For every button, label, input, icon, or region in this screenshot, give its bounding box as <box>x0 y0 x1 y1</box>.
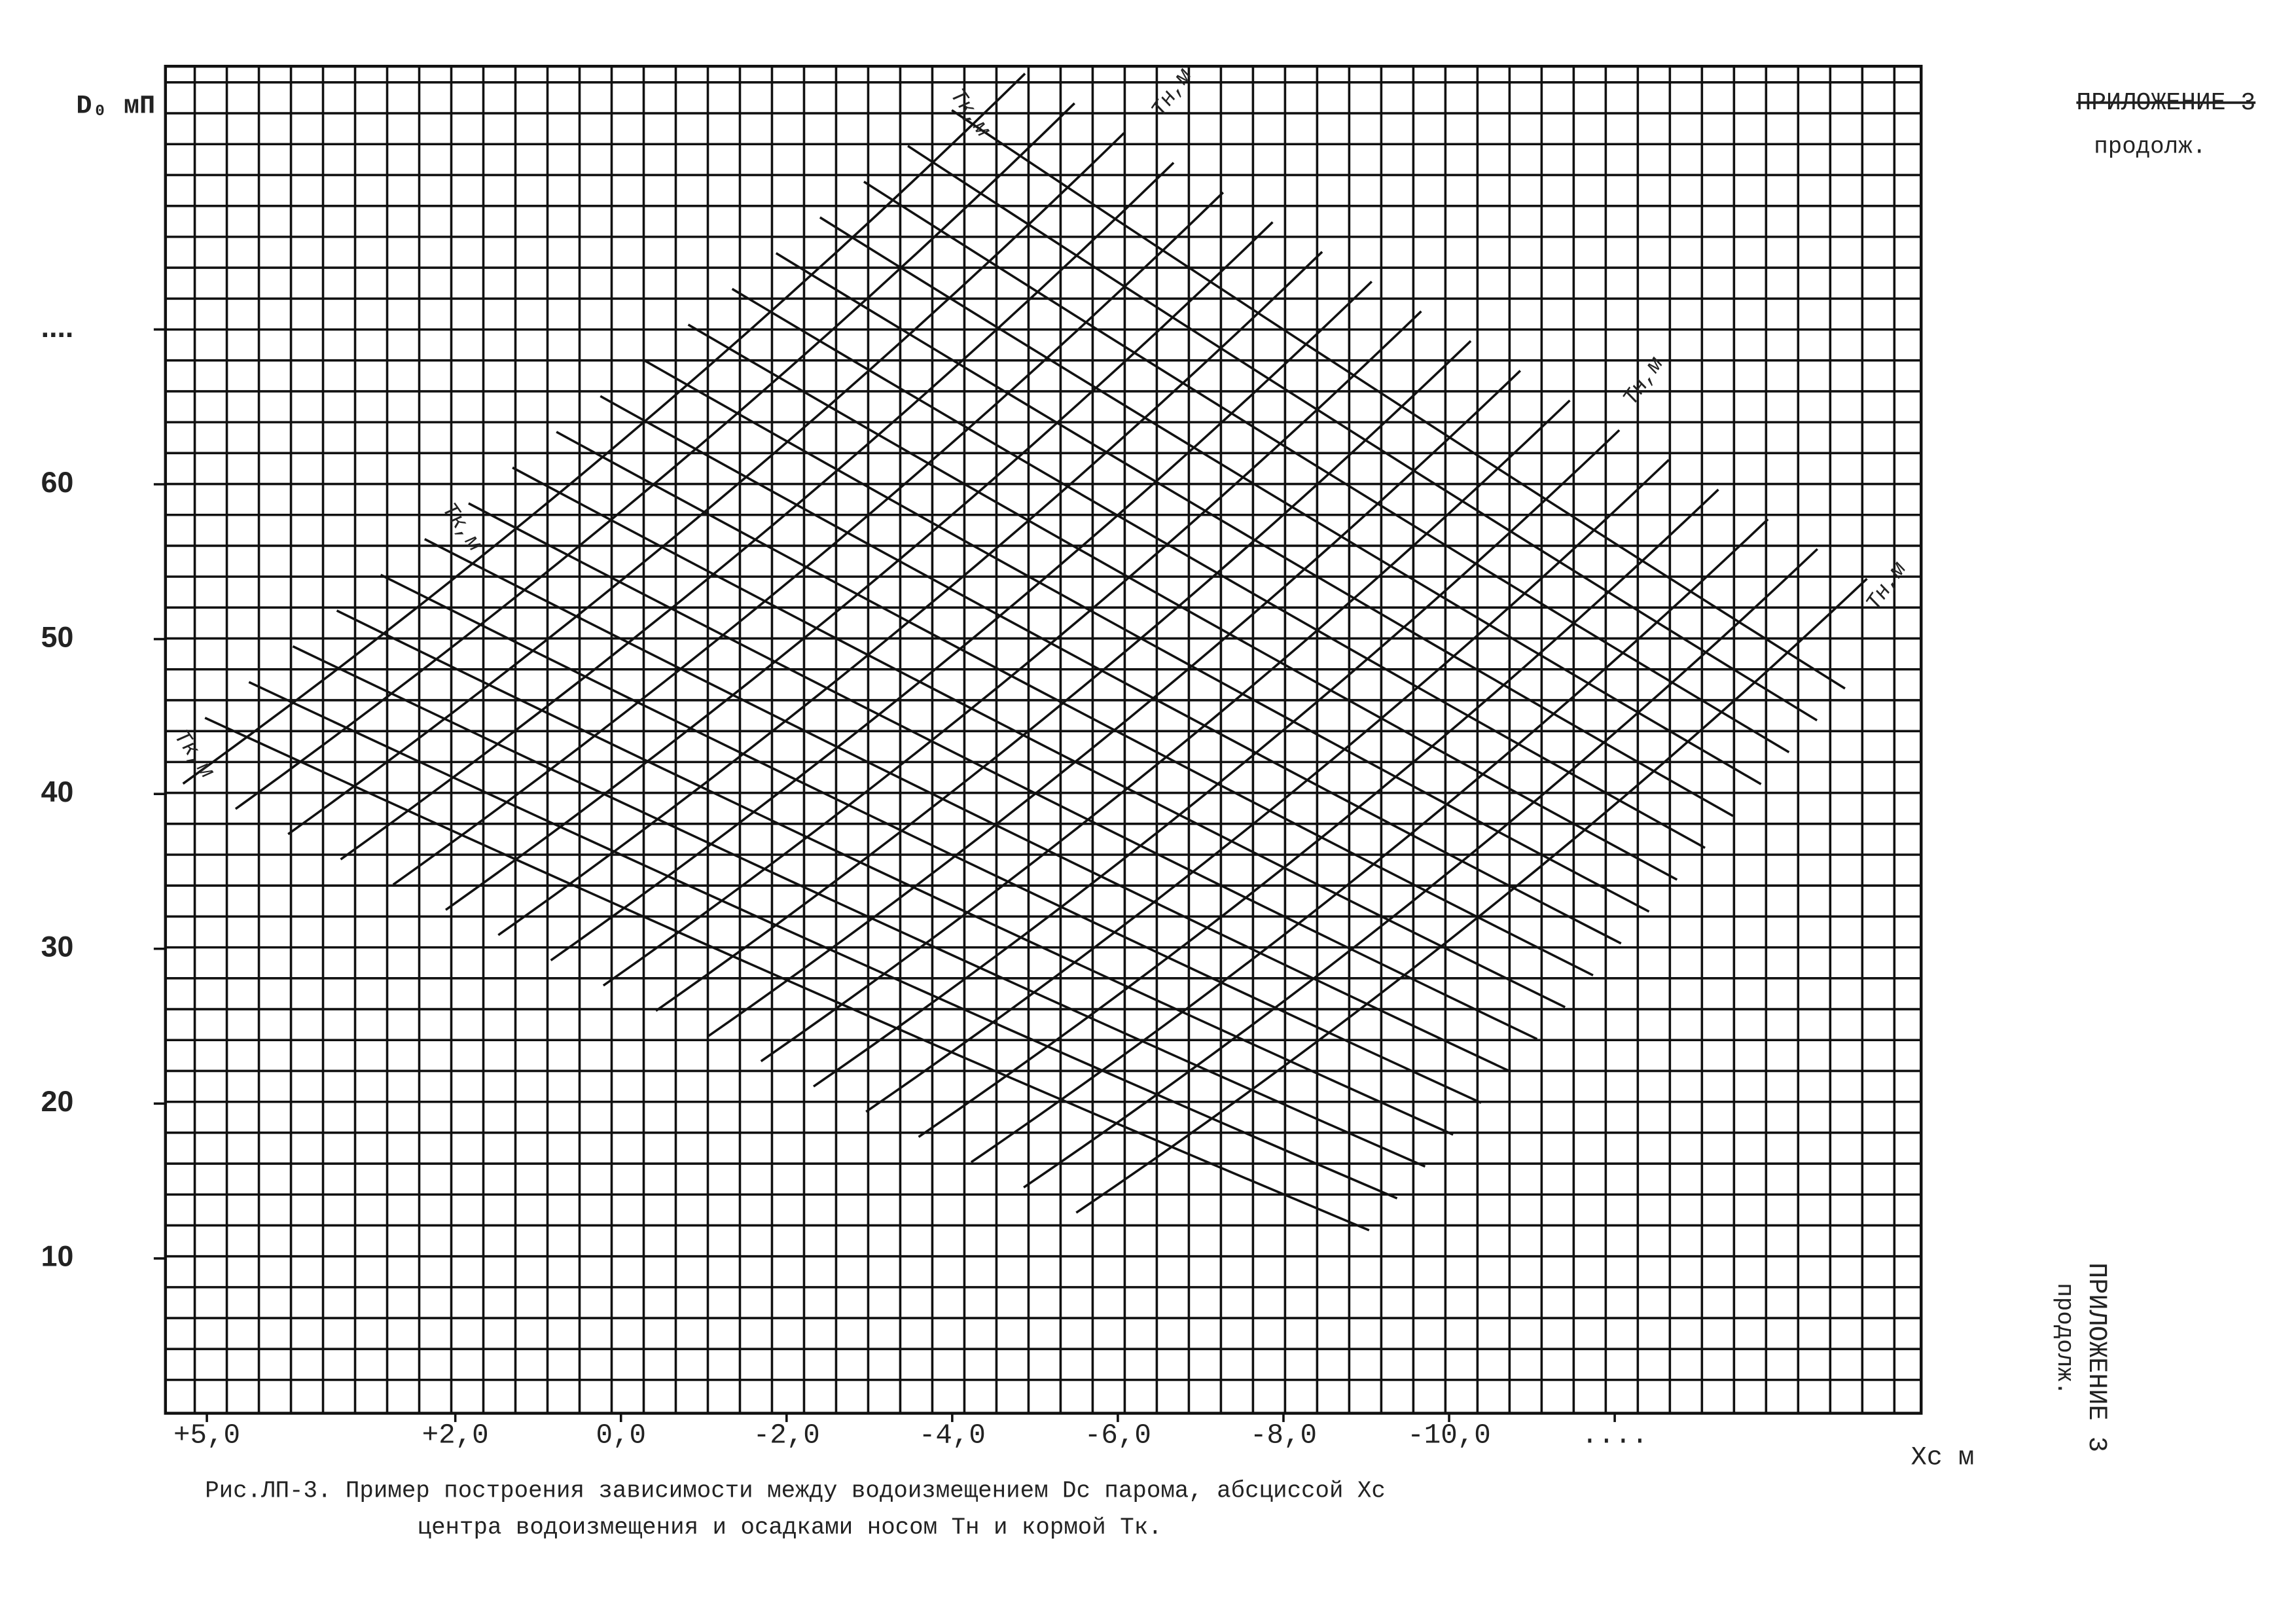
y-axis-label: D₀ мП <box>76 91 155 121</box>
header-title: ПРИЛОЖЕНИЕ 3 <box>2076 89 2255 117</box>
curve <box>775 252 1734 817</box>
curve <box>445 221 1274 911</box>
y-tick-label: 40 <box>41 776 74 808</box>
y-tick-label: 60 <box>41 466 74 499</box>
x-tick-label: 0,0 <box>596 1419 646 1451</box>
curve <box>863 181 1790 753</box>
curve <box>556 431 1594 976</box>
curve <box>380 573 1482 1104</box>
curve-label: Tк,м <box>168 726 219 783</box>
curve <box>1075 577 1868 1214</box>
curve <box>907 145 1818 722</box>
curve <box>918 488 1719 1138</box>
x-tick-label: -4,0 <box>919 1419 986 1451</box>
curve <box>970 518 1769 1164</box>
y-tick-label: 50 <box>41 620 74 653</box>
curve <box>731 287 1706 849</box>
curve <box>643 359 1650 913</box>
curve <box>1023 548 1819 1188</box>
curve <box>204 717 1370 1232</box>
curve <box>865 459 1670 1113</box>
x-tick-label: +5,0 <box>173 1419 240 1451</box>
curve <box>602 310 1422 987</box>
curve <box>336 609 1454 1136</box>
curve <box>812 429 1621 1088</box>
caption-line: Рис.ЛП-3. Пример построения зависимости … <box>205 1478 1386 1505</box>
x-tick-label: -2,0 <box>753 1419 820 1451</box>
x-tick-label: +2,0 <box>422 1419 489 1451</box>
curve <box>708 370 1522 1037</box>
curve <box>512 466 1566 1008</box>
header-subtitle: продолж. <box>2094 134 2206 160</box>
curve <box>423 538 1510 1073</box>
y-tick-label: .... <box>41 311 74 344</box>
curve <box>287 132 1125 836</box>
curve <box>655 340 1472 1012</box>
side-subtitle: продолж. <box>2051 1283 2078 1395</box>
x-tick-label: -8,0 <box>1250 1419 1317 1451</box>
caption-line: центра водоизмещения и осадками носом Tн… <box>418 1514 1162 1541</box>
curve <box>550 280 1373 961</box>
curve <box>468 502 1538 1041</box>
curve <box>600 395 1622 945</box>
curve <box>760 399 1571 1063</box>
curve <box>182 73 1026 785</box>
x-tick-label: -10,0 <box>1407 1419 1491 1451</box>
curve <box>951 109 1846 690</box>
curve <box>292 645 1426 1168</box>
curve <box>392 191 1225 886</box>
x-tick-label: -6,0 <box>1085 1419 1151 1451</box>
y-tick-label: 20 <box>41 1085 74 1118</box>
y-tick-label: 10 <box>41 1240 74 1273</box>
curve <box>687 323 1678 881</box>
curve <box>340 162 1175 861</box>
curve <box>234 102 1075 810</box>
curve <box>819 216 1762 785</box>
plot-frame <box>164 65 1923 1415</box>
x-tick-label: .... <box>1581 1419 1648 1451</box>
side-title: ПРИЛОЖЕНИЕ 3 <box>2081 1262 2111 1452</box>
curve <box>497 251 1323 936</box>
y-tick-label: 30 <box>41 931 74 963</box>
x-axis-label: Xc м <box>1911 1442 1975 1472</box>
